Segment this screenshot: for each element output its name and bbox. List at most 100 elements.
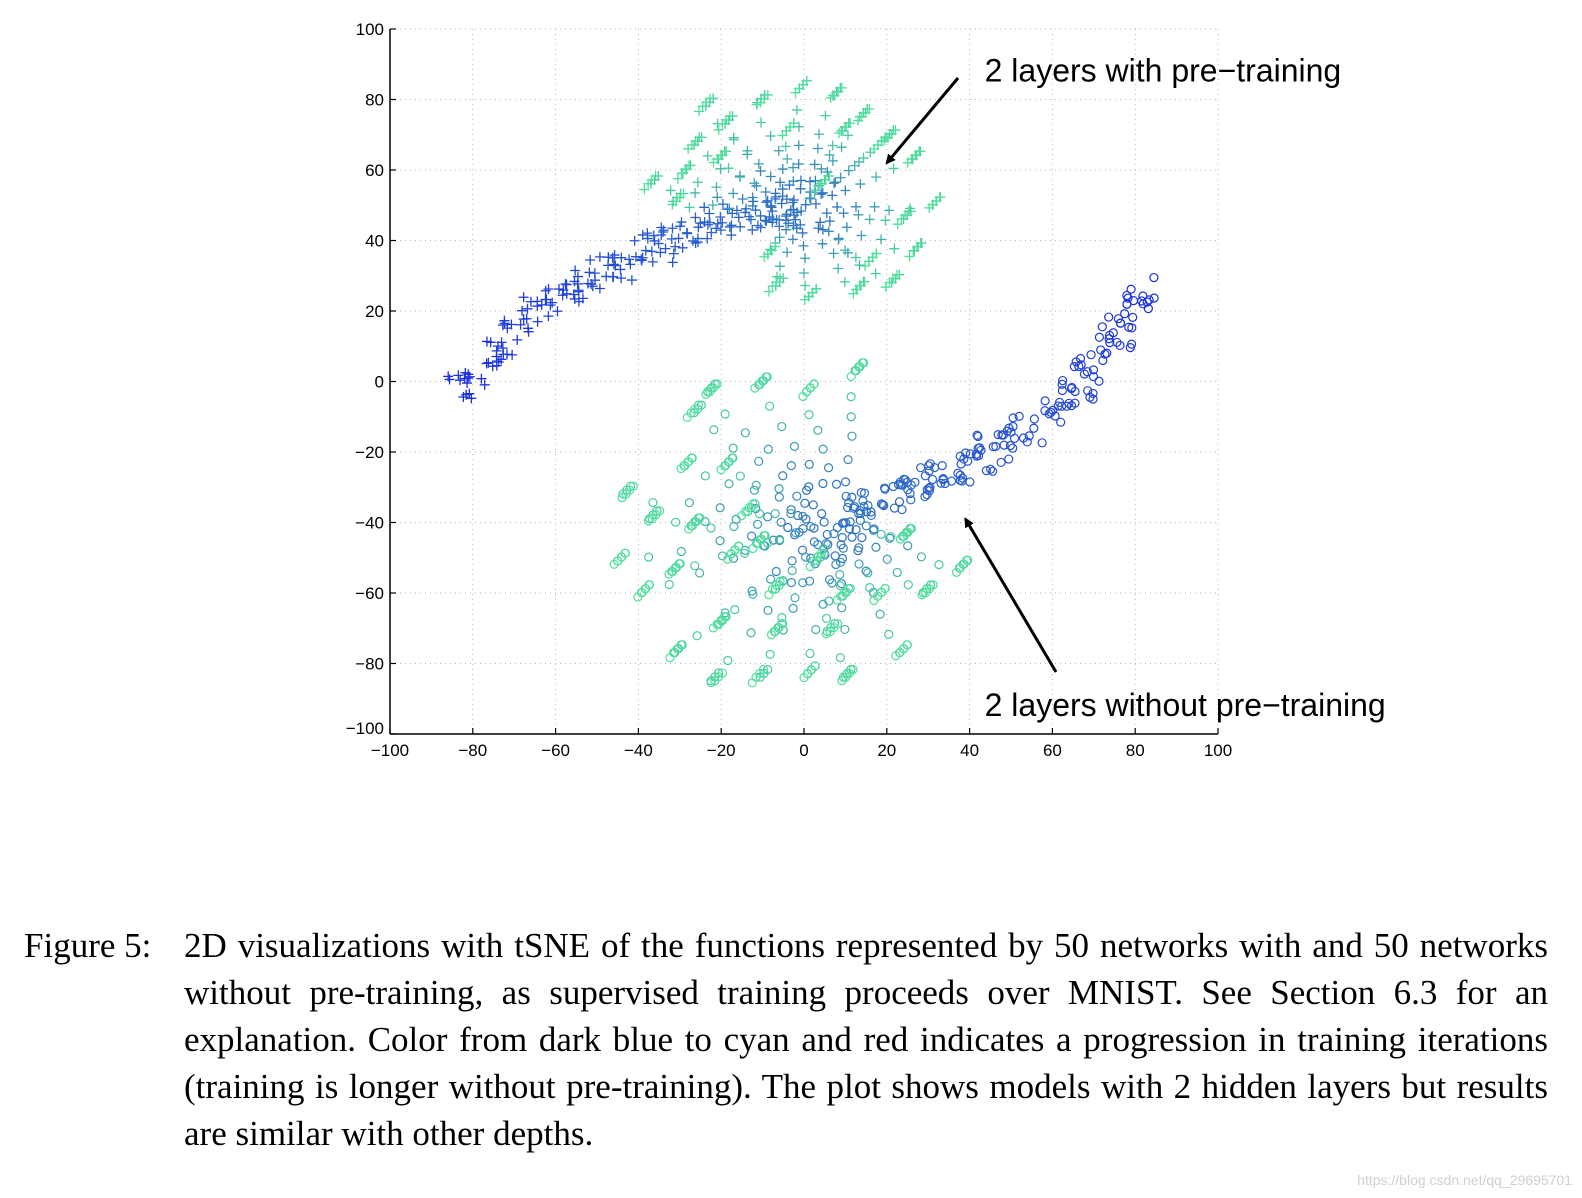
point-pretrain-trunk bbox=[491, 345, 502, 356]
grid-lines bbox=[389, 28, 1219, 735]
point-pretrain-streak bbox=[903, 206, 914, 217]
point-pretrain-trunk bbox=[540, 285, 551, 296]
point-pretrain-streak bbox=[749, 178, 760, 189]
point-pretrain-trunk bbox=[560, 278, 571, 289]
point-no-pretrain-streak bbox=[746, 531, 757, 541]
point-no-pretrain-trunk bbox=[993, 430, 1003, 440]
point-pretrain-trunk bbox=[462, 378, 473, 389]
point-no-pretrain-trunk bbox=[847, 492, 857, 502]
point-no-pretrain-trunk bbox=[1056, 417, 1066, 427]
point-no-pretrain-streak bbox=[774, 484, 784, 494]
point-no-pretrain-streak bbox=[794, 527, 804, 537]
point-pretrain-streak bbox=[850, 252, 861, 263]
point-pretrain-trunk bbox=[626, 275, 637, 286]
point-no-pretrain-streak bbox=[843, 455, 853, 465]
point-pretrain-trunk bbox=[625, 259, 636, 270]
point-pretrain-trunk bbox=[444, 374, 455, 385]
point-no-pretrain-streak bbox=[754, 456, 764, 466]
point-no-pretrain-streak bbox=[720, 409, 730, 419]
point-pretrain-trunk bbox=[590, 275, 601, 286]
point-pretrain-trunk bbox=[787, 197, 798, 208]
point-no-pretrain-trunk bbox=[1029, 414, 1039, 424]
point-no-pretrain-trunk bbox=[1104, 330, 1115, 340]
x-tick-label: −20 bbox=[707, 741, 736, 760]
point-no-pretrain-trunk bbox=[844, 524, 855, 534]
point-no-pretrain-trunk bbox=[1053, 401, 1063, 411]
point-pretrain-trunk bbox=[658, 225, 669, 236]
point-no-pretrain-streak bbox=[857, 358, 867, 368]
point-pretrain-trunk bbox=[702, 233, 713, 244]
point-pretrain-streak bbox=[694, 132, 705, 143]
point-pretrain-streak bbox=[766, 202, 777, 213]
point-no-pretrain-streak bbox=[843, 583, 853, 594]
point-no-pretrain-trunk bbox=[1105, 338, 1115, 348]
point-no-pretrain-trunk bbox=[986, 464, 996, 474]
point-no-pretrain-streak bbox=[749, 485, 760, 495]
point-pretrain-trunk bbox=[616, 273, 627, 284]
point-no-pretrain-trunk bbox=[879, 483, 890, 493]
point-no-pretrain-streak bbox=[934, 560, 944, 570]
point-no-pretrain-trunk bbox=[998, 430, 1008, 440]
point-no-pretrain-streak bbox=[854, 559, 864, 569]
point-no-pretrain-trunk bbox=[1069, 362, 1079, 372]
point-pretrain-streak bbox=[742, 145, 753, 156]
point-no-pretrain-streak bbox=[875, 609, 885, 619]
point-pretrain-trunk bbox=[557, 290, 568, 301]
point-no-pretrain-streak bbox=[790, 593, 800, 603]
point-pretrain-streak bbox=[913, 146, 924, 157]
point-no-pretrain-trunk bbox=[1050, 411, 1060, 421]
point-pretrain-streak bbox=[737, 193, 748, 204]
point-no-pretrain-streak bbox=[684, 498, 695, 508]
point-pretrain-streak bbox=[832, 202, 843, 213]
point-no-pretrain-streak bbox=[817, 508, 827, 519]
point-no-pretrain-trunk bbox=[879, 500, 889, 511]
point-pretrain-streak bbox=[842, 130, 853, 141]
x-tick-label: 0 bbox=[799, 741, 808, 760]
point-pretrain-streak bbox=[935, 192, 946, 203]
point-pretrain-streak bbox=[788, 162, 799, 173]
point-pretrain-trunk bbox=[656, 222, 667, 233]
y-tick-label: −40 bbox=[355, 514, 384, 533]
point-pretrain-trunk bbox=[624, 254, 635, 265]
point-no-pretrain-streak bbox=[836, 579, 847, 589]
point-pretrain-trunk bbox=[629, 235, 640, 246]
point-pretrain-trunk bbox=[722, 204, 733, 215]
x-tick-label: 20 bbox=[877, 741, 896, 760]
point-pretrain-trunk bbox=[464, 371, 475, 382]
point-no-pretrain-trunk bbox=[991, 441, 1001, 452]
caption-text: 2D visualizations with tSNE of the funct… bbox=[184, 926, 1548, 1153]
x-tick-label: 80 bbox=[1126, 741, 1145, 760]
point-no-pretrain-streak bbox=[676, 640, 686, 650]
point-no-pretrain-streak bbox=[768, 535, 778, 545]
point-pretrain-trunk bbox=[603, 260, 614, 271]
point-no-pretrain-trunk bbox=[858, 496, 868, 506]
point-pretrain-streak bbox=[639, 184, 650, 195]
point-pretrain-trunk bbox=[687, 235, 698, 246]
point-no-pretrain-streak bbox=[865, 583, 875, 593]
point-no-pretrain-streak bbox=[715, 503, 725, 513]
point-pretrain-trunk bbox=[752, 220, 763, 231]
point-no-pretrain-streak bbox=[644, 552, 654, 562]
point-pretrain-streak bbox=[775, 177, 786, 188]
point-no-pretrain-trunk bbox=[1143, 303, 1153, 314]
point-pretrain-streak bbox=[734, 172, 745, 183]
point-no-pretrain-streak bbox=[847, 532, 857, 542]
point-no-pretrain-streak bbox=[835, 581, 845, 591]
point-pretrain-streak bbox=[864, 104, 875, 115]
point-no-pretrain-trunk bbox=[906, 495, 916, 505]
point-pretrain-streak bbox=[817, 224, 828, 235]
point-pretrain-trunk bbox=[492, 341, 503, 352]
point-no-pretrain-trunk bbox=[1137, 296, 1147, 306]
point-pretrain-streak bbox=[871, 171, 882, 182]
point-no-pretrain-streak bbox=[695, 513, 705, 523]
point-no-pretrain-trunk bbox=[996, 457, 1006, 468]
point-pretrain-trunk bbox=[487, 361, 498, 372]
point-pretrain-trunk bbox=[668, 248, 679, 259]
point-pretrain-trunk bbox=[744, 211, 755, 222]
point-no-pretrain-streak bbox=[804, 459, 814, 470]
point-no-pretrain-trunk bbox=[903, 485, 913, 495]
point-no-pretrain-trunk bbox=[1004, 454, 1014, 464]
point-no-pretrain-streak bbox=[829, 619, 840, 629]
point-no-pretrain-streak bbox=[727, 453, 737, 463]
point-no-pretrain-streak bbox=[876, 529, 886, 539]
